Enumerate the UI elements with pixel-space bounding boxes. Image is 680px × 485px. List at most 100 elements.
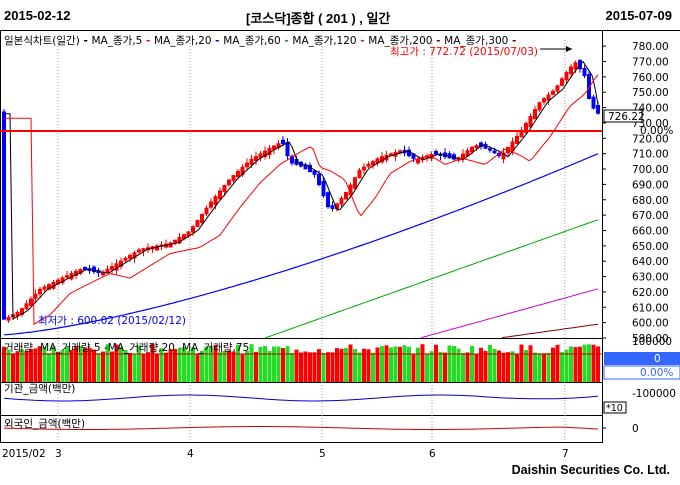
candle-body	[375, 158, 380, 164]
price-tick-label: 610.00	[632, 302, 669, 314]
candle-body	[51, 281, 56, 289]
volume-bar	[470, 345, 474, 382]
volume-bar	[384, 345, 389, 382]
candle-body	[510, 141, 515, 152]
volume-bar	[479, 347, 483, 382]
legend-item-label: MA_종가,200	[368, 35, 433, 47]
price-tick-label: 590.00	[632, 333, 669, 345]
candle-body	[308, 164, 312, 173]
volume-pct: 0.00%	[640, 367, 673, 379]
volume-bar	[290, 352, 294, 382]
candle-body	[137, 249, 141, 253]
volume-bar	[105, 344, 110, 382]
volume-bar	[254, 351, 258, 382]
foreign-axis-label: 0	[632, 423, 639, 435]
candle-body	[60, 277, 65, 284]
volume-axis-label: 100000	[632, 336, 672, 348]
volume-bar	[393, 346, 398, 382]
volume-bar	[569, 346, 573, 382]
volume-bar	[533, 352, 537, 382]
volume-bar	[402, 345, 407, 382]
candle-body	[123, 257, 128, 261]
legend-item-label: MA_종가,5	[91, 35, 143, 47]
volume-bar	[492, 348, 497, 382]
candle-body	[110, 266, 114, 271]
volume-bar	[434, 344, 438, 382]
volume-bar	[267, 351, 272, 382]
legend-item-label: MA_종가,20	[154, 35, 212, 47]
volume-bar	[11, 353, 15, 382]
volume-bar	[564, 349, 569, 382]
foreign-legend: 외국인_금액(백만)	[4, 418, 86, 430]
inst-scale: *10	[606, 403, 623, 414]
volume-bar	[24, 350, 29, 382]
price-tick-label: 750.00	[632, 87, 669, 99]
candle-body	[371, 161, 375, 166]
candle-body	[438, 153, 443, 156]
candle-body	[101, 271, 105, 276]
legend-swatch: -	[280, 35, 293, 47]
volume-bar	[501, 352, 506, 382]
candle-body	[425, 155, 429, 158]
candle-body	[155, 245, 159, 251]
candle-body	[245, 162, 249, 168]
candle-body	[281, 139, 285, 145]
x-tick-label: 3	[55, 448, 62, 460]
inst-scale-box	[603, 401, 627, 414]
price-panel-frame	[0, 30, 603, 339]
candle-body	[312, 170, 317, 175]
candle-body	[290, 155, 294, 164]
volume-bar	[92, 349, 96, 382]
foreign-panel-frame	[0, 415, 603, 443]
candle-body	[272, 145, 276, 150]
volume-bar	[344, 347, 348, 382]
candle-body	[240, 166, 245, 176]
candle-body	[132, 252, 137, 259]
volume-bar	[213, 345, 218, 382]
current-price-box	[603, 109, 643, 123]
candle-body	[177, 236, 182, 244]
volume-bar	[321, 352, 326, 382]
price-tick-label: 670.00	[632, 210, 669, 222]
price-tick-label: 720.00	[632, 133, 669, 145]
candle-body	[389, 153, 393, 156]
chart-title: [코스닥]종합 ( 201 ) , 일간	[246, 11, 391, 26]
volume-bar	[398, 346, 402, 382]
candle-body	[209, 201, 213, 208]
volume-bar	[177, 348, 182, 382]
volume-bar	[15, 351, 20, 382]
volume-bar	[551, 347, 555, 382]
volume-bar	[159, 348, 164, 382]
candle-body	[353, 177, 357, 189]
volume-bar	[236, 344, 240, 382]
legend-item-label: MA_종가,60	[223, 35, 281, 47]
price-tick-label: 660.00	[632, 225, 669, 237]
volume-bar	[258, 346, 263, 382]
volume-legend-label: 거래량	[4, 342, 33, 354]
candle-body	[465, 150, 470, 157]
volume-bar	[119, 346, 123, 382]
volume-bar	[420, 344, 425, 382]
foreign-line	[3, 426, 599, 430]
volume-bar	[240, 353, 245, 382]
volume-bar	[186, 350, 191, 382]
candle-body	[492, 150, 497, 154]
candle-body	[249, 158, 254, 165]
volume-bar	[452, 345, 456, 382]
volume-bar	[510, 351, 515, 382]
volume-bar	[497, 350, 501, 382]
ma20-line	[4, 74, 599, 326]
volume-bar	[294, 349, 299, 382]
volume-bar	[150, 344, 155, 382]
candle-body	[344, 191, 348, 200]
volume-bar	[339, 348, 344, 382]
volume-bar	[276, 346, 281, 382]
candle-body	[168, 242, 173, 248]
volume-bar	[249, 344, 254, 382]
volume-ma20-label: MA_거래량,20	[107, 342, 175, 354]
price-tick-label: 630.00	[632, 272, 669, 284]
volume-bar	[47, 353, 51, 382]
candle-body	[2, 111, 6, 320]
candle-body	[236, 170, 240, 178]
